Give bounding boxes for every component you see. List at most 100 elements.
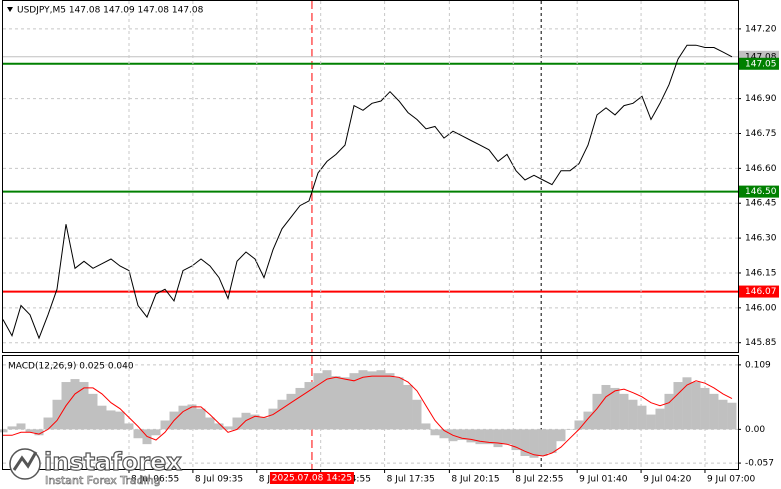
level-label: 146.07 (745, 287, 777, 297)
histogram-bar (718, 399, 728, 430)
histogram-bar (646, 414, 656, 430)
y-tick-label: 0.109 (745, 360, 771, 370)
histogram-bar (601, 384, 611, 430)
macd-frame (2, 355, 739, 470)
histogram-bar (16, 423, 26, 430)
histogram-bar (376, 370, 386, 430)
histogram-bar (421, 423, 431, 430)
last-price-label: 147.08 (745, 52, 777, 62)
macd-title: MACD(12,26,9) 0.025 0.040 (8, 362, 134, 372)
logo-icon-mark (12, 451, 38, 471)
menu-triangle (7, 7, 13, 12)
histogram-bar (322, 370, 332, 430)
histogram-bar (124, 423, 134, 430)
histogram-bar (502, 429, 512, 445)
histogram-bar (115, 411, 125, 430)
y-tick-label: 147.20 (745, 24, 777, 34)
histogram-bar (7, 426, 17, 430)
histogram-bar (457, 429, 467, 441)
histogram-bar (43, 417, 53, 430)
histogram-bar (691, 382, 701, 430)
level-tag (739, 185, 779, 198)
histogram-bar (610, 387, 620, 430)
histogram-bar (655, 408, 665, 430)
histogram-bar (358, 370, 368, 430)
x-tick-label: 8 Jul 09:35 (195, 475, 243, 485)
histogram-bar (727, 402, 737, 430)
histogram-bar (439, 429, 449, 439)
x-tick-label: 9 Jul 01:40 (579, 475, 628, 485)
histogram-bar (367, 371, 377, 430)
histogram-bar (70, 379, 80, 430)
histogram-bar (277, 399, 287, 430)
main-frame (2, 0, 739, 353)
x-tick-label: 9 Jul 04:20 (643, 475, 692, 485)
histogram-bar (484, 429, 494, 445)
level-tag (739, 57, 779, 70)
histogram-bar (232, 417, 242, 430)
histogram-bar (223, 426, 233, 430)
level-label: 146.50 (745, 187, 777, 197)
histogram-bar (709, 393, 719, 430)
histogram-bar (97, 405, 107, 430)
vline-label: 2025.07.08 14:25 (272, 474, 352, 484)
y-tick-label: 146.00 (745, 303, 777, 313)
histogram-bar (565, 429, 575, 430)
histogram-bar (547, 429, 557, 454)
histogram-bar (394, 377, 404, 430)
histogram-bar (403, 384, 413, 430)
y-tick-label: 146.15 (745, 268, 777, 278)
logo-name: instaforex (44, 448, 182, 476)
histogram-bar (133, 429, 143, 439)
histogram-bar (106, 410, 116, 430)
histogram-bar (475, 429, 485, 445)
level-tag (739, 285, 779, 298)
histogram-bar (331, 376, 341, 430)
histogram-bar (286, 393, 296, 430)
histogram-bar (268, 408, 278, 430)
histogram-bar (79, 382, 89, 430)
x-tick-label: 8 Jul 06:55 (131, 475, 179, 485)
y-tick-label: 146.75 (745, 129, 777, 139)
x-tick-label: 8 Jul 22:55 (515, 475, 563, 485)
price-line (2, 44, 733, 340)
histogram-bar (385, 373, 395, 430)
histogram-bar (295, 387, 305, 430)
histogram-bar (511, 429, 521, 451)
histogram-bar (187, 404, 197, 430)
histogram-bar (196, 408, 206, 430)
histogram-bar (538, 429, 548, 456)
histogram-bar (619, 393, 629, 430)
histogram-bar (259, 417, 269, 430)
x-tick-label: 8 Jul 17:35 (387, 475, 435, 485)
histogram-bar (214, 423, 224, 430)
x-tick-label: 9 Jul 07:00 (707, 475, 756, 485)
histogram-bar (250, 414, 260, 430)
histogram-bar (493, 429, 503, 448)
histogram-bar (304, 382, 314, 430)
signal-line (3, 375, 733, 457)
histogram-bar (313, 373, 323, 430)
histogram-bar (178, 405, 188, 430)
vline-tag (269, 472, 354, 484)
y-tick-label: 146.60 (745, 164, 777, 174)
histogram-bar (412, 399, 422, 430)
y-tick-label: 0.00 (745, 425, 765, 435)
histogram-bar (0, 429, 8, 433)
histogram-bar (574, 420, 584, 430)
y-tick-label: 146.45 (745, 199, 777, 209)
level-label: 147.05 (745, 59, 777, 69)
histogram-bar (682, 377, 692, 430)
y-tick-label: 146.30 (745, 234, 777, 244)
y-tick-label: -0.057 (745, 459, 774, 469)
histogram-bar (628, 399, 638, 430)
histogram-bar (520, 429, 530, 456)
histogram-bar (25, 429, 35, 433)
logo-tagline: Instant Forex Trading (45, 474, 161, 487)
histogram-bar (529, 429, 539, 458)
y-tick-label: 146.90 (745, 94, 777, 104)
histogram-bar (637, 405, 647, 430)
histogram-bar (340, 377, 350, 430)
logo: instaforex Instant Forex Trading (9, 447, 183, 487)
